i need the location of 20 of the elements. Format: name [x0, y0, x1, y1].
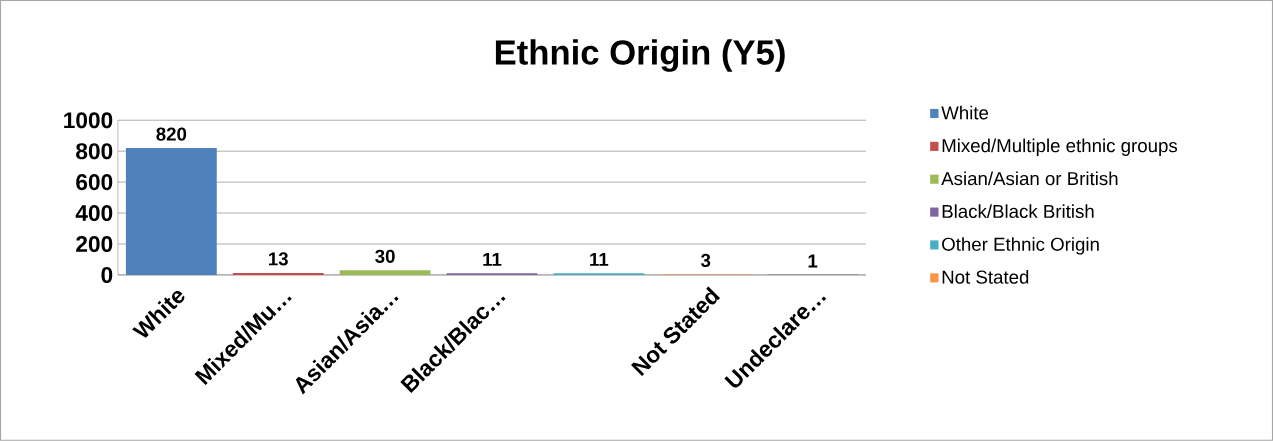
data-label: 3: [700, 253, 711, 268]
data-label: 820: [156, 127, 187, 141]
legend-label: Not Stated: [942, 270, 1029, 284]
legend-label: Black/Black British: [942, 204, 1094, 219]
y-tick-label: 1000: [64, 112, 113, 129]
legend-label: Mixed/Multiple ethnic groups: [942, 138, 1178, 157]
data-label: 30: [375, 249, 395, 263]
y-tick-label: 600: [76, 174, 113, 191]
chart-title: Ethnic Origin (Y5): [495, 39, 785, 72]
data-label: 11: [483, 253, 502, 266]
legend-label: Other Ethnic Origin: [942, 237, 1099, 255]
data-label: 1: [808, 254, 818, 268]
y-tick-label: 0: [101, 266, 113, 284]
data-label: 11: [590, 253, 609, 266]
data-label: 13: [269, 252, 288, 266]
y-tick-label: 400: [75, 205, 113, 222]
y-tick-label: 200: [76, 236, 113, 253]
y-tick-label: 800: [76, 143, 113, 160]
legend-label: Asian/Asian or British: [941, 171, 1118, 186]
legend-label: White: [941, 105, 989, 120]
